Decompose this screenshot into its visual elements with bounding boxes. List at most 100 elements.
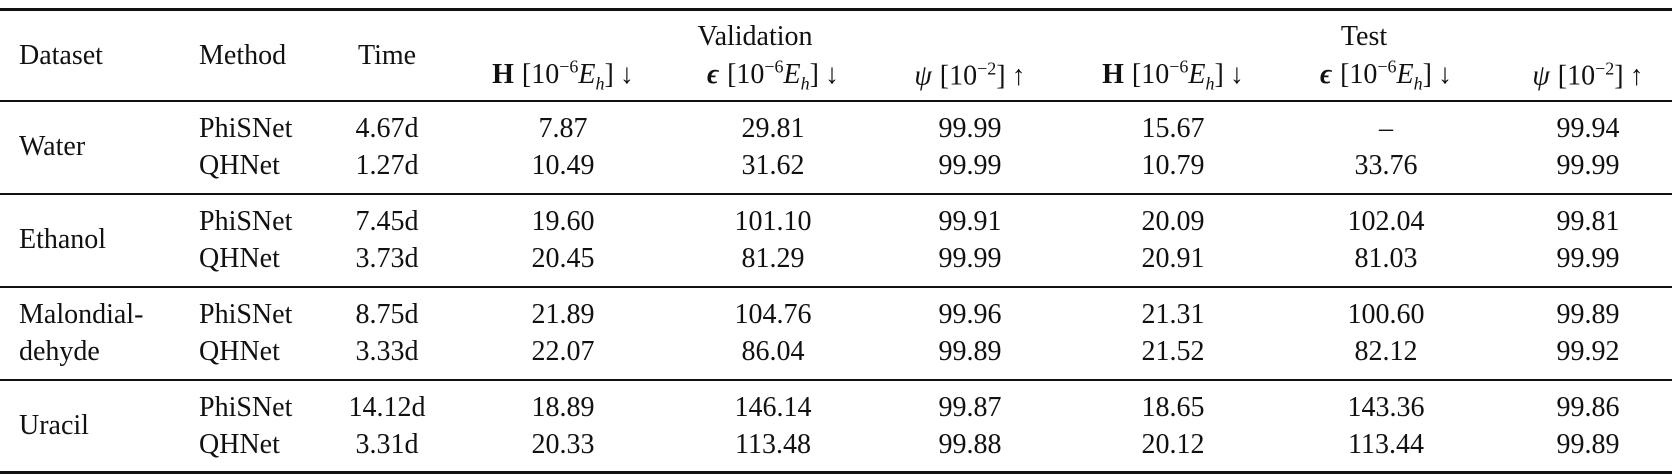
time: 3.33d [355, 336, 419, 367]
cell: 10.79 [1141, 150, 1205, 181]
cell: 143.36 [1347, 392, 1425, 423]
unit-close: ] [1422, 58, 1432, 90]
subscript: h [1205, 73, 1215, 94]
metric-header: ϵ [10−6Eh] ↓ [1320, 58, 1452, 93]
cell: 99.86 [1556, 392, 1620, 423]
cell: 20.45 [531, 243, 595, 274]
symbol: ψ [914, 60, 932, 92]
arrow: ↑ [1629, 60, 1644, 92]
cell: 15.67 [1141, 113, 1205, 144]
cell: 81.03 [1354, 243, 1418, 274]
symbol: ϵ [707, 58, 720, 90]
cell: 101.10 [734, 206, 812, 237]
method: QHNet [199, 150, 280, 181]
cell: 21.31 [1141, 299, 1205, 330]
unit: E [783, 58, 801, 90]
unit: E [1396, 58, 1414, 90]
metric-header: ψ [10−2] ↑ [1532, 59, 1643, 90]
cell: 7.87 [538, 113, 588, 144]
cell: 10.49 [531, 150, 595, 181]
symbol: ϵ [1320, 58, 1333, 90]
cell: 20.09 [1141, 206, 1205, 237]
group-header: Validation [697, 21, 813, 52]
symbol: H [1102, 58, 1124, 90]
cell: 20.33 [531, 429, 595, 460]
unit-base: [10 [727, 58, 765, 90]
cell: 99.99 [938, 243, 1002, 274]
cell: 113.48 [735, 429, 811, 460]
column-header: Method [199, 40, 287, 71]
method: PhiSNet [199, 392, 293, 423]
cell: 18.65 [1141, 392, 1205, 423]
time: 7.45d [355, 206, 419, 237]
cell: 22.07 [531, 336, 595, 367]
unit-base: [10 [1557, 60, 1596, 92]
time: 14.12d [348, 392, 426, 423]
cell: 99.88 [938, 429, 1002, 460]
cell: 19.60 [531, 206, 595, 237]
cell: 29.81 [741, 113, 805, 144]
top-rule [0, 8, 1672, 11]
arrow: ↓ [1437, 58, 1452, 90]
exponent: −6 [1377, 56, 1397, 77]
group-rule [0, 286, 1672, 288]
time: 4.67d [355, 113, 419, 144]
cell: 146.14 [734, 392, 812, 423]
exponent: −6 [1169, 56, 1189, 77]
dataset-name: dehyde [19, 336, 100, 367]
cell: 99.91 [938, 206, 1002, 237]
cell: 82.12 [1354, 336, 1418, 367]
method: QHNet [199, 243, 280, 274]
time: 1.27d [355, 150, 419, 181]
exponent: −2 [977, 58, 997, 79]
dataset-name: Malondial- [19, 299, 144, 330]
dataset-name: Water [19, 131, 86, 162]
symbol: ψ [1532, 60, 1550, 92]
cell: 20.91 [1141, 243, 1205, 274]
bottom-rule [0, 471, 1672, 474]
cell: 99.99 [938, 113, 1002, 144]
exponent: −6 [559, 56, 579, 77]
cell: 21.89 [531, 299, 595, 330]
cell: 99.89 [938, 336, 1002, 367]
unit-base: [10 [521, 58, 560, 90]
cell: 99.81 [1556, 206, 1620, 237]
metric-header: H [10−6Eh] ↓ [1102, 58, 1244, 93]
cell: 100.60 [1347, 299, 1425, 330]
metric-header: ϵ [10−6Eh] ↓ [707, 58, 839, 93]
time: 3.31d [355, 429, 419, 460]
exponent: −2 [1595, 58, 1615, 79]
unit-base: [10 [1340, 58, 1378, 90]
group-header: Test [1340, 21, 1388, 52]
cell: 99.96 [938, 299, 1002, 330]
unit-close: ] [1614, 60, 1624, 92]
unit: E [1188, 58, 1206, 90]
cell: 99.94 [1556, 113, 1620, 144]
symbol: H [492, 58, 514, 90]
cell: 99.89 [1556, 429, 1620, 460]
column-header: Dataset [19, 40, 103, 71]
cell: 99.99 [1556, 243, 1620, 274]
cell: 99.92 [1556, 336, 1620, 367]
unit-close: ] [1214, 58, 1224, 90]
exponent: −6 [764, 56, 784, 77]
dataset-name: Uracil [19, 410, 89, 441]
cell: 99.89 [1556, 299, 1620, 330]
cell: 99.99 [1556, 150, 1620, 181]
cell: 81.29 [741, 243, 805, 274]
method: QHNet [199, 336, 280, 367]
arrow: ↓ [824, 58, 839, 90]
cell: 99.99 [938, 150, 1002, 181]
cell: 113.44 [1348, 429, 1424, 460]
cell: – [1379, 113, 1393, 144]
metric-header: H [10−6Eh] ↓ [492, 58, 634, 93]
method: PhiSNet [199, 299, 293, 330]
cell: 18.89 [531, 392, 595, 423]
unit-close: ] [996, 60, 1006, 92]
cell: 104.76 [734, 299, 812, 330]
unit-base: [10 [939, 60, 978, 92]
time: 3.73d [355, 243, 419, 274]
group-rule [0, 379, 1672, 381]
header-rule [0, 100, 1672, 102]
